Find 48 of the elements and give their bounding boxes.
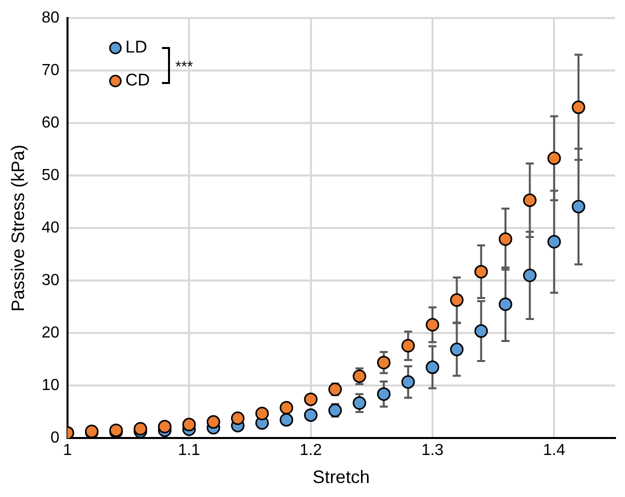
point: [377, 356, 391, 370]
y-tick-label: 70: [42, 62, 60, 79]
y-tick-label: 10: [42, 377, 60, 394]
point: [474, 324, 488, 338]
y-axis-title: Passive Stress (kPa): [8, 144, 28, 312]
y-tick-label: 30: [42, 272, 60, 290]
point: [450, 342, 464, 356]
point: [134, 422, 148, 436]
x-tick-label: 1.4: [543, 442, 566, 460]
legend-label: LD: [125, 38, 148, 57]
point: [450, 293, 464, 307]
annotation: ***: [175, 58, 194, 76]
x-axis-title: Stretch: [312, 467, 370, 488]
x-tick-label: 1.2: [300, 442, 322, 460]
point: [182, 418, 196, 432]
x-tick-label: 1: [62, 442, 72, 460]
y-tick-label: 40: [42, 220, 60, 237]
point: [304, 392, 318, 406]
y-tick-label: 80: [42, 9, 60, 26]
point: [206, 415, 220, 429]
point: [401, 375, 415, 389]
point: [352, 369, 366, 383]
point: [572, 100, 586, 114]
y-tick-label: 0: [50, 430, 60, 447]
point: [158, 420, 172, 434]
point: [498, 232, 512, 246]
point: [523, 194, 537, 208]
point: [352, 396, 366, 410]
point: [231, 411, 245, 425]
x-tick-label: 1.3: [421, 442, 444, 460]
point: [280, 400, 294, 414]
point: [498, 298, 512, 312]
point: [401, 339, 415, 353]
point: [426, 318, 440, 332]
x-tick-label: 1.1: [178, 442, 200, 460]
point: [474, 264, 488, 278]
point: [426, 360, 440, 374]
point: [547, 235, 561, 249]
y-tick-label: 20: [42, 324, 60, 342]
legend-label: CD: [125, 70, 150, 90]
point: [547, 151, 561, 165]
y-tick-label: 50: [42, 166, 60, 184]
point: [255, 406, 269, 420]
y-tick-label: 60: [42, 114, 60, 132]
point: [572, 200, 586, 214]
point: [523, 268, 537, 282]
point: [377, 387, 391, 401]
point: [280, 413, 294, 427]
